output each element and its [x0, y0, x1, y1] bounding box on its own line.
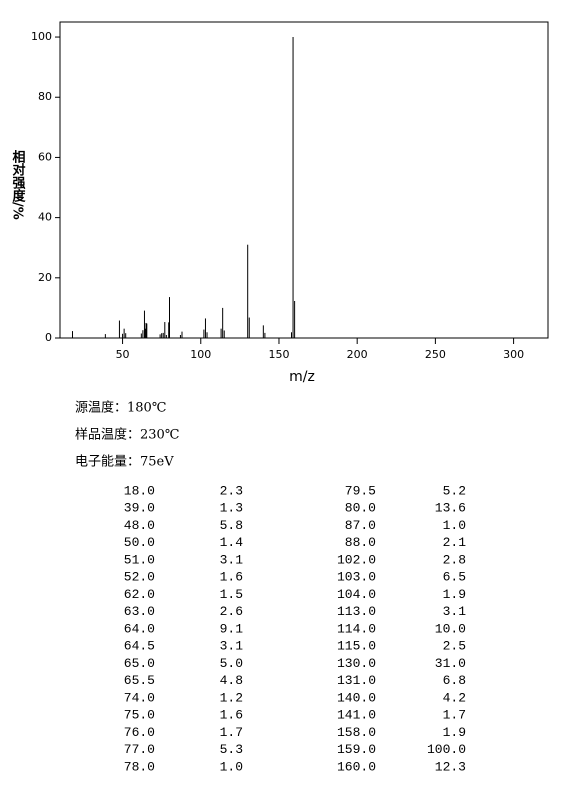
mz-cell: 88.0	[345, 535, 376, 550]
intensity-cell: 1.9	[443, 587, 466, 602]
mz-cell: 74.0	[124, 690, 155, 705]
mz-cell: 78.0	[124, 759, 155, 774]
intensity-cell: 1.7	[220, 725, 243, 740]
mz-cell: 65.0	[124, 656, 155, 671]
mz-cell: 77.0	[124, 742, 155, 757]
mz-cell: 52.0	[124, 570, 155, 585]
y-tick-label: 0	[45, 331, 52, 344]
intensity-cell: 3.1	[220, 552, 244, 567]
mz-cell: 87.0	[345, 518, 376, 533]
intensity-cell: 3.1	[443, 604, 467, 619]
mz-cell: 62.0	[124, 587, 155, 602]
mz-cell: 79.5	[345, 483, 376, 498]
mz-cell: 64.0	[124, 621, 155, 636]
mz-cell: 102.0	[337, 552, 376, 567]
plot-frame	[59, 21, 549, 339]
mz-cell: 51.0	[124, 552, 155, 567]
intensity-cell: 10.0	[435, 621, 466, 636]
intensity-cell: 4.2	[443, 690, 466, 705]
intensity-cell: 1.0	[220, 759, 243, 774]
x-axis-label: m/z	[289, 369, 315, 385]
mz-cell: 18.0	[124, 483, 155, 498]
mz-cell: 65.5	[124, 673, 155, 688]
mz-cell: 159.0	[337, 742, 376, 757]
mz-cell: 63.0	[124, 604, 155, 619]
intensity-cell: 1.0	[443, 518, 466, 533]
mz-cell: 103.0	[337, 570, 376, 585]
intensity-cell: 1.3	[220, 501, 243, 516]
intensity-cell: 5.0	[220, 656, 243, 671]
intensity-cell: 13.6	[435, 501, 466, 516]
intensity-cell: 1.7	[443, 708, 466, 723]
intensity-cell: 5.3	[220, 742, 243, 757]
mz-cell: 131.0	[337, 673, 376, 688]
mz-cell: 48.0	[124, 518, 155, 533]
mz-cell: 75.0	[124, 708, 155, 723]
y-axis-label: 相对强度/%	[10, 149, 26, 219]
condition-note: 样品温度：230℃	[75, 427, 179, 443]
intensity-cell: 1.2	[220, 690, 243, 705]
x-tick-label: 100	[190, 348, 211, 361]
intensity-cell: 2.3	[220, 483, 243, 498]
intensity-cell: 1.6	[220, 570, 243, 585]
x-tick-label: 250	[425, 348, 446, 361]
y-tick-label: 40	[38, 211, 52, 224]
intensity-cell: 5.8	[220, 518, 243, 533]
mz-cell: 39.0	[124, 501, 155, 516]
intensity-cell: 2.5	[443, 639, 466, 654]
mz-cell: 64.5	[124, 639, 155, 654]
intensity-cell: 1.4	[220, 535, 244, 550]
y-tick-label: 60	[38, 150, 52, 163]
condition-note: 电子能量：75eV	[75, 455, 174, 470]
intensity-cell: 12.3	[435, 759, 466, 774]
intensity-cell: 1.5	[220, 587, 243, 602]
mz-cell: 104.0	[337, 587, 376, 602]
y-tick-label: 80	[38, 90, 52, 103]
mz-cell: 113.0	[337, 604, 376, 619]
intensity-cell: 4.8	[220, 673, 243, 688]
mz-cell: 130.0	[337, 656, 376, 671]
x-tick-label: 150	[268, 348, 289, 361]
intensity-cell: 1.9	[443, 725, 466, 740]
mz-cell: 80.0	[345, 501, 376, 516]
intensity-cell: 6.5	[443, 570, 466, 585]
intensity-cell: 9.1	[220, 621, 244, 636]
intensity-cell: 6.8	[443, 673, 466, 688]
intensity-cell: 100.0	[427, 742, 466, 757]
intensity-cell: 2.6	[220, 604, 243, 619]
x-tick-label: 200	[347, 348, 368, 361]
x-tick-label: 50	[116, 348, 130, 361]
mz-cell: 76.0	[124, 725, 155, 740]
mz-cell: 115.0	[337, 639, 376, 654]
intensity-cell: 2.8	[443, 552, 466, 567]
condition-note: 源温度：180℃	[75, 400, 166, 416]
intensity-cell: 5.2	[443, 483, 466, 498]
intensity-cell: 3.1	[220, 639, 244, 654]
intensity-cell: 2.1	[443, 535, 467, 550]
mz-cell: 114.0	[337, 621, 376, 636]
y-tick-label: 20	[38, 271, 52, 284]
mz-cell: 160.0	[337, 759, 376, 774]
mz-cell: 50.0	[124, 535, 155, 550]
mz-cell: 140.0	[337, 690, 376, 705]
x-tick-label: 300	[503, 348, 524, 361]
mz-cell: 141.0	[337, 708, 376, 723]
y-tick-label: 100	[31, 30, 52, 43]
intensity-cell: 31.0	[435, 656, 466, 671]
mz-cell: 158.0	[337, 725, 376, 740]
intensity-cell: 1.6	[220, 708, 243, 723]
